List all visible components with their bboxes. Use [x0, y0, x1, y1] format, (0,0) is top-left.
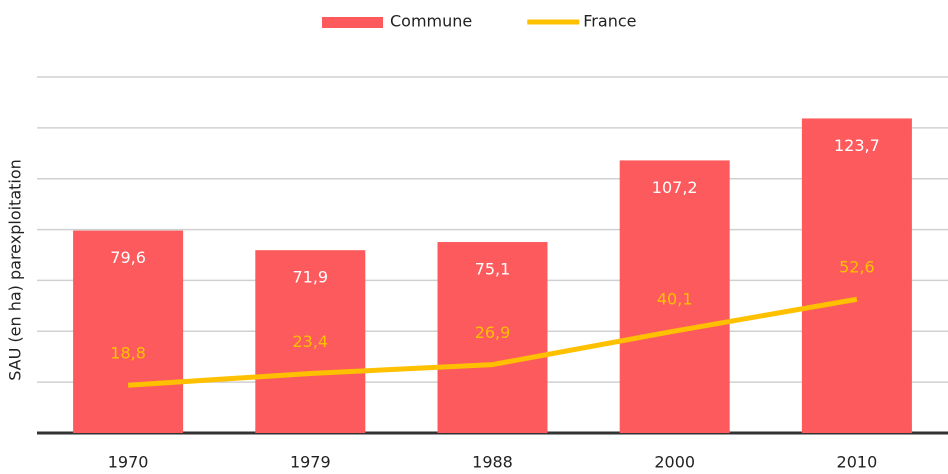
line-value-label: 26,9	[475, 323, 511, 342]
x-tick-label: 2010	[837, 453, 878, 472]
bar-value-label: 123,7	[834, 136, 880, 155]
x-tick-label: 1979	[290, 453, 331, 472]
bar	[437, 242, 548, 433]
line-value-label: 52,6	[839, 258, 875, 277]
line-value-label: 40,1	[657, 290, 693, 309]
bar-value-label: 75,1	[475, 260, 511, 279]
legend-label: France	[583, 12, 636, 31]
bar	[255, 250, 366, 433]
bar	[73, 230, 184, 433]
x-tick-label: 1988	[472, 453, 513, 472]
x-tick-label: 2000	[654, 453, 695, 472]
bar	[801, 118, 912, 433]
legend-swatch	[322, 17, 383, 28]
line	[127, 296, 858, 388]
bar	[619, 160, 730, 434]
bar-value-label: 71,9	[292, 268, 328, 287]
y-axis-label: SAU (en ha) parexploitation	[6, 159, 25, 381]
bar-value-label: 107,2	[652, 178, 698, 197]
line-value-label: 23,4	[292, 332, 328, 351]
line-value-label: 18,8	[110, 344, 146, 363]
bar-value-label: 79,6	[110, 248, 146, 267]
x-tick-label: 1970	[108, 453, 149, 472]
legend-label: Commune	[390, 12, 472, 31]
